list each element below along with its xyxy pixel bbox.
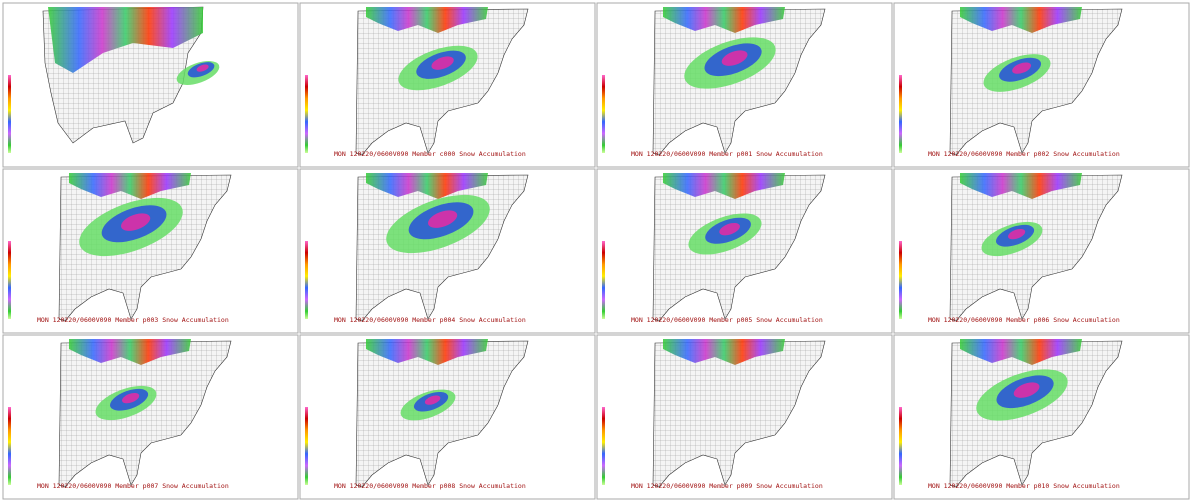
snow-blob [121, 213, 151, 231]
caption: MON 120220/0600V090 Member p005 Snow Acc… [631, 316, 823, 324]
map [652, 339, 826, 488]
canada-snow [663, 339, 785, 365]
map-panel: MON 120220/0600V090 Member p004 Snow Acc… [299, 168, 596, 334]
map-panel: MON 120220/0600V090 Member p002 Snow Acc… [893, 2, 1190, 168]
color-bar [899, 75, 902, 153]
map [949, 339, 1123, 488]
color-bar [602, 407, 605, 485]
color-bar [899, 241, 902, 319]
map-panel [2, 2, 299, 168]
caption: MON 120220/0600V090 Member p004 Snow Acc… [334, 316, 526, 324]
map [58, 173, 232, 322]
canada-snow [69, 339, 191, 365]
land [58, 174, 232, 322]
color-bar [305, 407, 308, 485]
map-panel: MON 120220/0600V090 Member p009 Snow Acc… [596, 334, 893, 500]
snow-blob [196, 64, 209, 72]
caption: MON 120220/0600V090 Member p006 Snow Acc… [928, 316, 1120, 324]
caption: MON 120220/0600V090 Member p007 Snow Acc… [37, 482, 229, 490]
map-panel: MON 120220/0600V090 Member p005 Snow Acc… [596, 168, 893, 334]
snow-blob [1008, 228, 1026, 240]
snow-blob [1013, 382, 1040, 398]
map-panel: MON 120220/0600V090 Member p006 Snow Acc… [893, 168, 1190, 334]
color-bar [8, 407, 11, 485]
land [355, 340, 529, 488]
snow-blob [428, 210, 458, 228]
map-panel: MON 120220/0600V090 Member p007 Snow Acc… [2, 334, 299, 500]
color-bar [305, 241, 308, 319]
caption: MON 120220/0600V090 Member p003 Snow Acc… [37, 316, 229, 324]
caption: MON 120220/0600V090 Member p010 Snow Acc… [928, 482, 1120, 490]
canada-snow [366, 339, 488, 365]
snow-blob [721, 50, 748, 66]
land [949, 8, 1123, 156]
caption: MON 120220/0600V090 Member p008 Snow Acc… [334, 482, 526, 490]
map-panel: MON 120220/0600V090 Member p010 Snow Acc… [893, 334, 1190, 500]
map [42, 6, 220, 144]
color-bar [305, 75, 308, 153]
caption: MON 120220/0600V090 Member p002 Snow Acc… [928, 150, 1120, 158]
snow-blob [431, 56, 454, 70]
canada-snow [960, 173, 1082, 199]
color-bar [8, 241, 11, 319]
map [949, 7, 1123, 156]
map [652, 173, 826, 322]
map [355, 7, 529, 156]
map [58, 339, 232, 488]
canada-snow [366, 7, 488, 33]
land [652, 340, 826, 488]
snow-blob [122, 392, 140, 404]
map [355, 173, 529, 322]
map-panel: MON 120220/0600V090 Member p001 Snow Acc… [596, 2, 893, 168]
map-panel: MON 120220/0600V090 Member p003 Snow Acc… [2, 168, 299, 334]
land [949, 340, 1123, 488]
color-bar [602, 241, 605, 319]
caption: MON 120220/0600V090 Member p001 Snow Acc… [631, 150, 823, 158]
snow-blob [424, 395, 441, 405]
color-bar [899, 407, 902, 485]
canada-snow [960, 7, 1082, 33]
snow-blob [1012, 62, 1032, 74]
canada-snow [663, 173, 785, 199]
land [949, 174, 1123, 322]
map [949, 173, 1123, 322]
canada-snow [48, 7, 203, 73]
snow-blob [719, 222, 740, 236]
land [58, 340, 232, 488]
caption: MON 120220/0600V090 Member c000 Snow Acc… [334, 150, 526, 158]
land [652, 174, 826, 322]
canada-snow [960, 339, 1082, 365]
map-panel: MON 120220/0600V090 Member c000 Snow Acc… [299, 2, 596, 168]
canada-snow [366, 173, 488, 199]
caption: MON 120220/0600V090 Member p009 Snow Acc… [631, 482, 823, 490]
map [652, 7, 826, 156]
color-bar [8, 75, 11, 153]
canada-snow [69, 173, 191, 199]
map-panel: MON 120220/0600V090 Member p008 Snow Acc… [299, 334, 596, 500]
color-bar [602, 75, 605, 153]
map [355, 339, 529, 488]
canada-snow [663, 7, 785, 33]
